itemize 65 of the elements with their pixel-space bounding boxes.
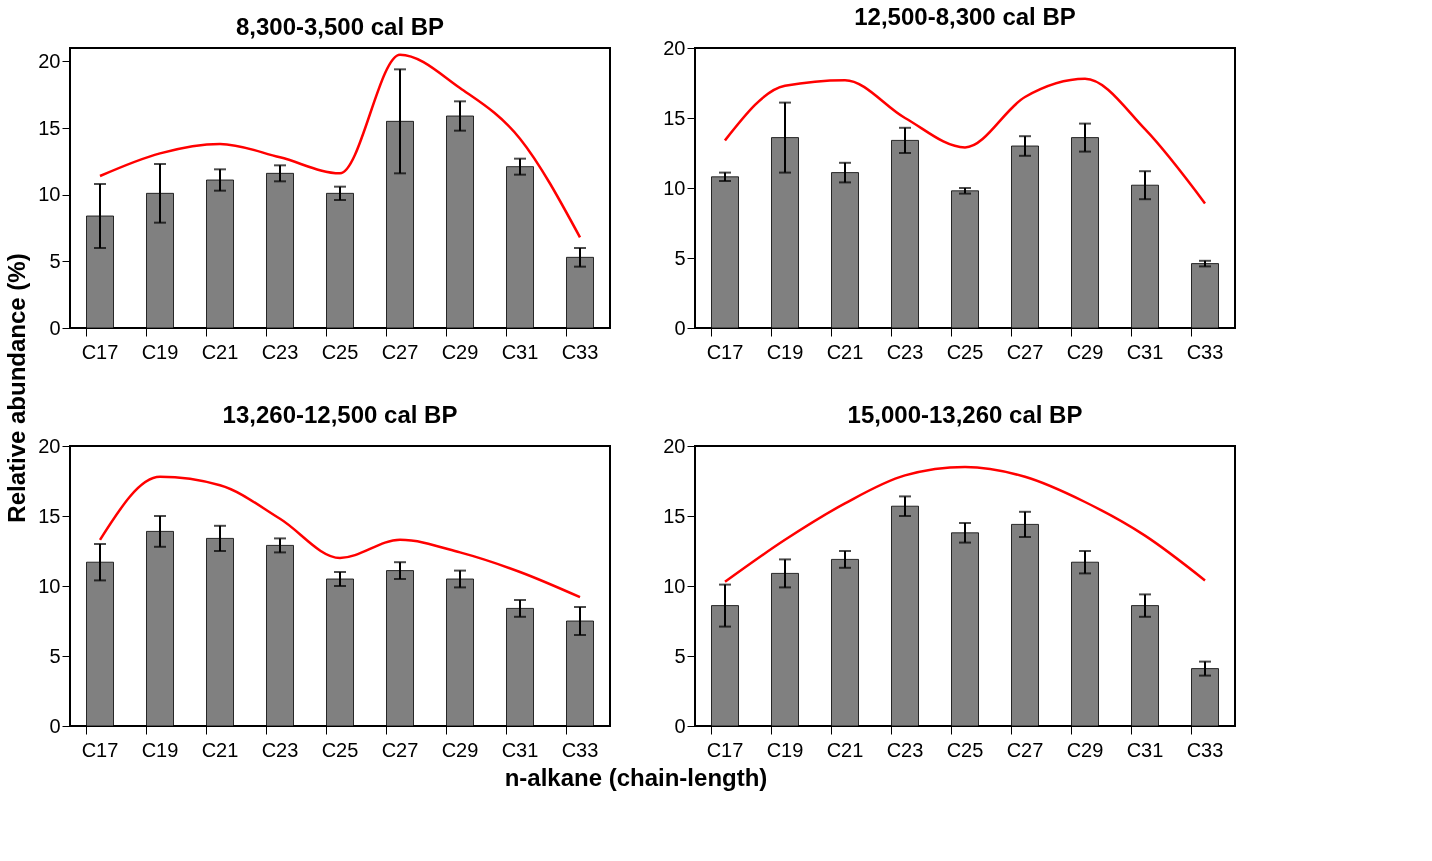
y-tick-label: 20 bbox=[663, 36, 686, 59]
y-tick-label: 10 bbox=[663, 176, 686, 199]
y-tick-label: 15 bbox=[663, 504, 686, 527]
y-tick-label: 10 bbox=[38, 574, 61, 597]
y-tick-label: 20 bbox=[38, 434, 61, 457]
x-tick-label: C19 bbox=[766, 738, 804, 761]
x-tick-label: C25 bbox=[321, 738, 359, 761]
x-tick-label: C21 bbox=[826, 738, 864, 761]
x-tick-label: C25 bbox=[946, 738, 984, 761]
x-tick-label: C29 bbox=[1066, 340, 1104, 363]
y-tick-label: 20 bbox=[38, 49, 61, 72]
x-tick-label: C21 bbox=[201, 738, 239, 761]
x-tick-label: C27 bbox=[381, 738, 419, 761]
x-tick-label: C23 bbox=[261, 340, 299, 363]
y-tick-label: 5 bbox=[674, 644, 686, 667]
line-series bbox=[98, 475, 582, 599]
x-tick-label: C19 bbox=[141, 340, 179, 363]
x-tick-label: C31 bbox=[501, 340, 539, 363]
x-tick-label: C17 bbox=[81, 340, 119, 363]
x-tick-label: C27 bbox=[381, 340, 419, 363]
y-tick-label: 0 bbox=[49, 316, 61, 339]
y-tick-label: 15 bbox=[38, 504, 61, 527]
x-tick-label: C31 bbox=[501, 738, 539, 761]
y-tick-label: 10 bbox=[663, 574, 686, 597]
x-tick-label: C23 bbox=[261, 738, 299, 761]
y-tick-label: 5 bbox=[674, 246, 686, 269]
x-tick-label: C31 bbox=[1126, 340, 1164, 363]
chart-title: 15,000-13,260 cal BP bbox=[847, 401, 1083, 428]
x-tick-label: C23 bbox=[886, 340, 924, 363]
y-tick-label: 15 bbox=[663, 106, 686, 129]
x-tick-label: C23 bbox=[886, 738, 924, 761]
y-tick-label: 0 bbox=[674, 714, 686, 737]
x-tick-label: C25 bbox=[946, 340, 984, 363]
chart-title: 13,260-12,500 cal BP bbox=[222, 401, 458, 428]
y-tick-label: 10 bbox=[38, 183, 61, 206]
x-tick-label: C19 bbox=[766, 340, 804, 363]
x-tick-label: C29 bbox=[441, 340, 479, 363]
x-tick-label: C33 bbox=[1186, 340, 1224, 363]
x-tick-label: C33 bbox=[561, 738, 599, 761]
x-tick-label: C21 bbox=[826, 340, 864, 363]
y-tick-label: 20 bbox=[663, 434, 686, 457]
y-axis-title: Relative abundance (%) bbox=[3, 253, 30, 523]
line-series bbox=[98, 53, 582, 239]
x-tick-label: C29 bbox=[441, 738, 479, 761]
y-tick-label: 15 bbox=[38, 116, 61, 139]
x-tick-label: C27 bbox=[1006, 340, 1044, 363]
x-tick-label: C33 bbox=[561, 340, 599, 363]
x-tick-label: C17 bbox=[81, 738, 119, 761]
x-tick-label: C21 bbox=[201, 340, 239, 363]
x-tick-label: C17 bbox=[706, 340, 744, 363]
x-tick-label: C17 bbox=[706, 738, 744, 761]
line-series bbox=[723, 77, 1207, 205]
x-axis-title: n-alkane (chain-length) bbox=[504, 764, 768, 791]
x-tick-label: C31 bbox=[1126, 738, 1164, 761]
x-tick-label: C27 bbox=[1006, 738, 1044, 761]
y-tick-label: 5 bbox=[49, 249, 61, 272]
y-tick-label: 0 bbox=[674, 316, 686, 339]
x-tick-label: C29 bbox=[1066, 738, 1104, 761]
x-tick-label: C25 bbox=[321, 340, 359, 363]
x-tick-label: C33 bbox=[1186, 738, 1224, 761]
y-tick-label: 5 bbox=[49, 644, 61, 667]
chart-title: 8,300-3,500 cal BP bbox=[235, 13, 445, 40]
y-tick-label: 0 bbox=[49, 714, 61, 737]
chart-title: 12,500-8,300 cal BP bbox=[854, 3, 1076, 30]
x-tick-label: C19 bbox=[141, 738, 179, 761]
